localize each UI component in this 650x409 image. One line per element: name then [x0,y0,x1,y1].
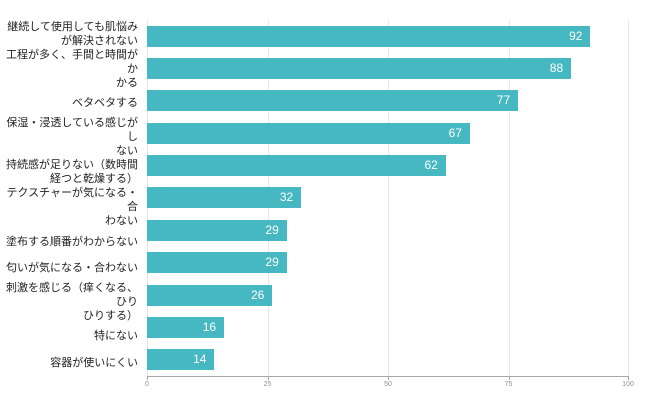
bar-value-label: 88 [549,61,564,76]
bar-value-label: 16 [202,319,217,334]
category-label: 塗布する順番がわからない [6,235,138,248]
category-label: 持続感が足りない（数時間 経つと乾燥する） [6,159,138,186]
bar-row: 67 [147,117,629,149]
category-label: 刺激を感じる（痒くなる、ひり ひりする） [6,282,138,323]
bar-row: 29 [147,247,629,279]
axis-tick-label: 25 [263,381,272,388]
category-label: 容器が使いにくい [50,356,138,369]
bar: 32 [147,187,302,209]
bar: 88 [147,58,572,80]
bar-value-label: 77 [496,93,511,108]
bar-row: 16 [147,311,629,343]
gridline [628,20,629,376]
category-label: 継続して使用しても肌悩み が解決されない [7,21,138,47]
category-label: 工程が多く、手間と時間がか かる [6,49,138,89]
category-label: テクスチャーが気になる・合 わない [6,187,138,228]
axis-tick [628,376,629,380]
category-label: ベタベタする [72,97,138,110]
bar-row: 29 [147,214,629,246]
bar-value-label: 14 [193,352,207,367]
bar: 29 [147,252,287,274]
bar: 67 [147,122,470,144]
axis-tick [147,376,148,380]
gridline [388,20,389,376]
bar-row: 62 [147,149,629,181]
axis-tick [388,376,389,380]
axis-tick-label: 50 [384,381,392,388]
bar-row: 32 [147,182,629,214]
bar-row: 77 [147,85,629,117]
bar-value-label: 29 [265,222,279,237]
bar: 62 [147,155,446,177]
bar: 14 [147,349,215,371]
axis-tick-label: 75 [504,381,513,388]
bar-value-label: 67 [448,125,462,140]
bar-value-label: 32 [279,190,294,205]
bar-value-label: 29 [265,255,279,270]
bar-value-label: 92 [569,28,583,43]
gridline [508,20,510,376]
bar: 92 [147,25,591,47]
bar: 16 [147,316,225,338]
bar-rows: 92 88 77 67 62 32 29 29 26 16 14 [147,20,629,376]
plot-area: 92 88 77 67 62 32 29 29 26 16 14 0 25 50 75 100 [145,20,634,388]
bar-row: 14 [147,344,629,376]
category-label: 特にない [94,330,138,343]
axis-tick-label: 100 [622,381,634,388]
bar-value-label: 62 [424,158,438,173]
bar: 29 [147,219,287,241]
category-labels: 継続して使用しても肌悩み が解決されない 工程が多く、手間と時間がか かるベタベタ… [0,20,147,376]
axis-tick [508,376,510,380]
bar: 77 [147,90,519,112]
axis-tick-label: 0 [145,381,149,388]
bar-row: 88 [147,52,629,84]
category-label: 匂いが気になる・合わない [6,262,138,275]
bar-row: 92 [147,20,629,52]
bar-row: 26 [147,279,629,311]
bar-value-label: 26 [250,287,265,302]
category-label: 保湿・浸透している感じがし ない [6,117,138,158]
bar: 26 [147,284,273,306]
axis-tick [267,376,269,380]
